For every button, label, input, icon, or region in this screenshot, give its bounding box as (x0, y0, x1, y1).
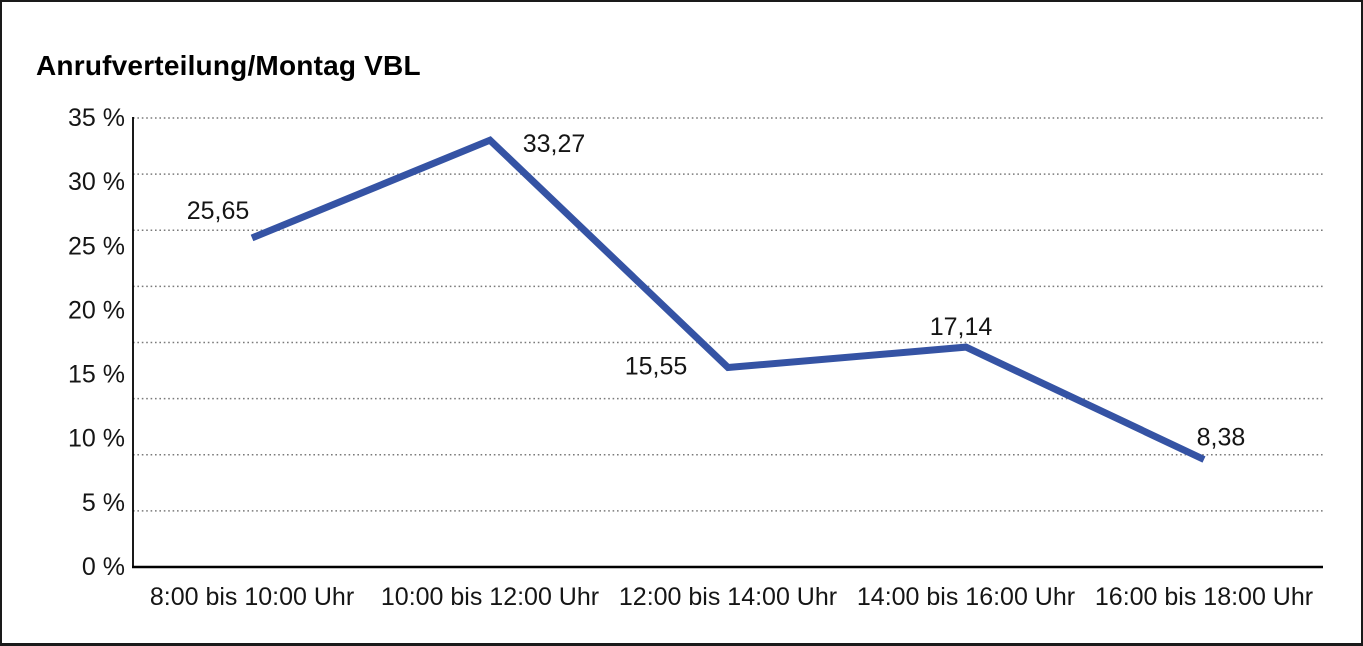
y-tick-label: 30 % (68, 168, 125, 196)
y-tick-label: 15 % (68, 361, 125, 389)
y-tick-label: 35 % (68, 104, 125, 132)
y-tick-label: 10 % (68, 425, 125, 453)
data-point-label: 8,38 (1197, 423, 1246, 451)
x-tick-label: 10:00 bis 12:00 Uhr (381, 583, 599, 611)
x-tick-label: 12:00 bis 14:00 Uhr (619, 583, 837, 611)
y-tick-label: 0 % (82, 553, 125, 581)
y-tick-label: 5 % (82, 489, 125, 517)
y-tick-label: 25 % (68, 232, 125, 260)
data-point-label: 15,55 (625, 353, 688, 381)
data-point-label: 25,65 (187, 197, 250, 225)
x-tick-label: 16:00 bis 18:00 Uhr (1095, 583, 1313, 611)
data-point-label: 33,27 (523, 130, 586, 158)
y-tick-label: 20 % (68, 296, 125, 324)
x-tick-label: 14:00 bis 16:00 Uhr (857, 583, 1075, 611)
chart-title: Anrufverteilung/Montag VBL (36, 49, 421, 81)
x-tick-label: 8:00 bis 10:00 Uhr (150, 583, 354, 611)
series-line (250, 136, 1206, 463)
data-point-label: 17,14 (930, 313, 993, 341)
